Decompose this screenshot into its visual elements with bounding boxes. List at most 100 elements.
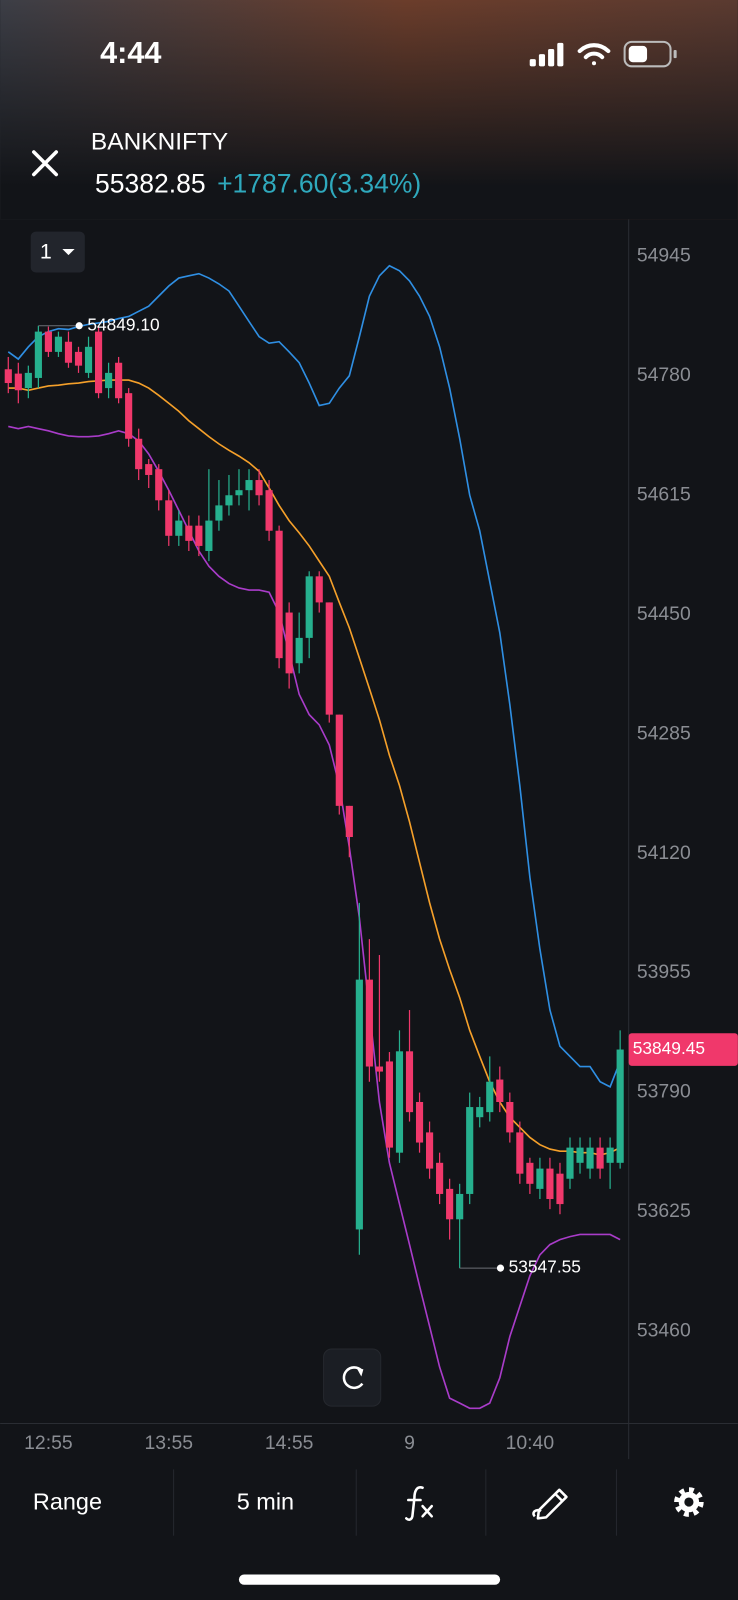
signal-icon xyxy=(529,42,564,67)
candle-body xyxy=(74,351,83,366)
refresh-bg xyxy=(323,1348,382,1407)
candle-body xyxy=(245,480,253,491)
candle-body xyxy=(225,495,233,506)
candle-body xyxy=(616,1049,624,1163)
candle-body xyxy=(566,1147,574,1179)
candle-body xyxy=(476,1107,484,1118)
timeframe-button[interactable]: 5 min xyxy=(237,1488,294,1514)
candle-body xyxy=(586,1147,594,1169)
indicator-line xyxy=(7,264,621,1088)
interval-dropdown[interactable]: 1 xyxy=(30,231,85,273)
candle-body xyxy=(335,714,343,806)
header-fade xyxy=(0,0,738,220)
candle-body xyxy=(275,530,283,659)
candle-body xyxy=(606,1147,614,1163)
interval-label: 1 xyxy=(40,240,52,264)
candle-body xyxy=(4,369,12,384)
candle-body xyxy=(526,1162,534,1184)
extreme-label: 53547.55 xyxy=(509,1257,581,1277)
extreme-label: 54849.10 xyxy=(87,314,159,334)
candle-body xyxy=(305,576,313,638)
interval-dropdown-bg xyxy=(30,231,85,273)
candle-body xyxy=(185,525,193,541)
refresh-arrow xyxy=(356,1367,364,1377)
candle-body xyxy=(375,1066,383,1072)
candle-body xyxy=(345,805,353,837)
battery-icon xyxy=(623,40,677,68)
candle-body xyxy=(235,490,243,496)
wifi-icon xyxy=(577,43,611,66)
price-line: 55382.85 +1787.60(3.34%) xyxy=(95,169,421,199)
range-button[interactable]: Range xyxy=(33,1488,102,1514)
candle-body xyxy=(576,1147,584,1163)
candle-body xyxy=(516,1132,524,1174)
x-tick-label: 14:55 xyxy=(265,1432,314,1454)
candle-body xyxy=(436,1162,444,1194)
candle-body xyxy=(34,331,42,378)
candle-body xyxy=(405,1051,414,1113)
settings-button[interactable] xyxy=(674,1487,704,1517)
candle-body xyxy=(285,612,293,674)
toolbar-dividers xyxy=(173,1469,617,1536)
candle-body xyxy=(125,393,133,439)
last-price-label: 53849.45 xyxy=(633,1038,705,1058)
candle-body xyxy=(315,576,323,603)
candle-body xyxy=(295,637,303,664)
close-button[interactable] xyxy=(32,150,59,177)
candle-body xyxy=(536,1168,544,1189)
candle-body xyxy=(64,341,73,363)
y-tick-label: 54285 xyxy=(637,722,691,744)
candle-body xyxy=(596,1147,604,1169)
x-tick-label: 10:40 xyxy=(506,1432,555,1454)
x-tick-label: 13:55 xyxy=(145,1432,194,1454)
candle-body xyxy=(155,469,163,501)
candle-body xyxy=(385,1061,394,1148)
candle-body xyxy=(506,1101,514,1133)
candle-body xyxy=(84,346,93,373)
candle-body xyxy=(135,438,143,470)
x-tick-label: 12:55 xyxy=(24,1432,73,1454)
candle-body xyxy=(496,1079,504,1102)
price-change: +1787.60 xyxy=(217,169,328,199)
candle-body xyxy=(426,1132,434,1169)
y-tick-label: 54450 xyxy=(637,603,691,625)
status-time: 4:44 xyxy=(100,36,161,70)
y-tick-label: 53790 xyxy=(637,1081,691,1103)
draw-button[interactable] xyxy=(532,1488,568,1520)
candle-body xyxy=(165,500,173,536)
candle-body xyxy=(355,979,363,1230)
candle-body xyxy=(94,331,103,394)
candle-body xyxy=(14,373,22,391)
y-tick-label: 53955 xyxy=(637,961,691,983)
candle-body xyxy=(265,490,273,531)
candle-body xyxy=(44,331,52,352)
candle-body xyxy=(175,520,183,536)
plot: 54945 54780 54615 54450 54285 54120 53955 53790… xyxy=(4,244,738,1454)
candle-body xyxy=(325,602,333,715)
y-tick-label: 53460 xyxy=(637,1320,691,1342)
last-price: 55382.85 xyxy=(95,169,206,199)
candle-body xyxy=(115,362,123,399)
candle-body xyxy=(255,480,263,496)
x-tick-label: 9 xyxy=(404,1432,415,1454)
y-tick-label: 54780 xyxy=(637,364,691,386)
candle-body xyxy=(145,464,153,475)
candle-body xyxy=(105,372,113,389)
candle-body xyxy=(205,520,213,551)
candle-body xyxy=(215,505,223,521)
indicator-button[interactable] xyxy=(404,1486,434,1521)
indicator-line xyxy=(8,425,621,1410)
candle-body xyxy=(24,372,32,389)
symbol-name: BANKNIFTY xyxy=(91,128,228,155)
dropdown-arrow xyxy=(62,248,75,256)
refresh-button[interactable] xyxy=(323,1348,382,1407)
candle-body xyxy=(195,525,203,546)
candle-body xyxy=(456,1193,464,1220)
y-tick-label: 54945 xyxy=(637,244,691,266)
candle-body xyxy=(446,1188,454,1220)
last-price-tag xyxy=(628,1033,738,1066)
candle-body xyxy=(415,1101,424,1143)
